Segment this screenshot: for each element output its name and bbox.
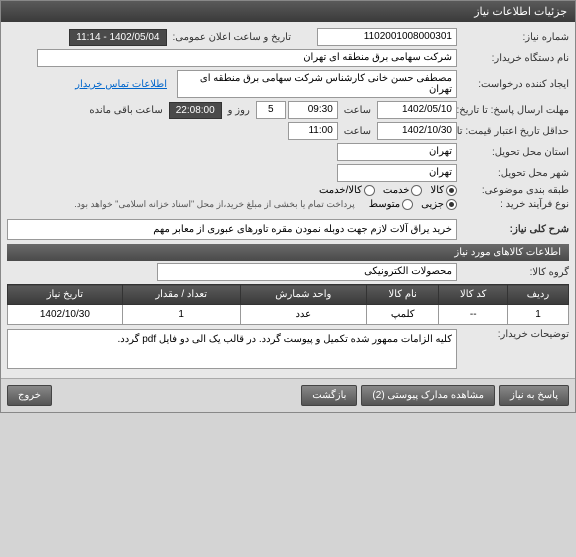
button-bar: پاسخ به نیاز مشاهده مدارک پیوستی (2) باز…: [1, 378, 575, 412]
field-goods-group: محصولات الکترونیکی: [157, 263, 457, 281]
label-valid: حداقل تاریخ اعتبار قیمت: تا تاریخ:: [459, 126, 569, 137]
field-desc: خرید یراق آلات لازم جهت دوبله نمودن مقره…: [7, 219, 457, 240]
table-cell: 1: [122, 305, 240, 325]
table-col-header: واحد شمارش: [240, 285, 366, 305]
label-need-no: شماره نیاز:: [459, 32, 569, 43]
label-goods-group: گروه کالا:: [459, 267, 569, 278]
label-time-1: ساعت: [340, 105, 375, 116]
field-valid-date: 1402/10/30: [377, 122, 457, 140]
label-deadline: مهلت ارسال پاسخ: تا تاریخ:: [459, 105, 569, 116]
field-valid-time: 11:00: [288, 122, 338, 140]
label-proc: نوع فرآیند خرید :: [459, 199, 569, 210]
table-col-header: تعداد / مقدار: [122, 285, 240, 305]
table-cell: کلمپ: [366, 305, 438, 325]
category-radio-group: کالا خدمت کالا/خدمت: [319, 185, 457, 196]
items-table: ردیفکد کالانام کالاواحد شمارشتعداد / مقد…: [7, 284, 569, 325]
table-cell: 1: [507, 305, 568, 325]
back-button[interactable]: بازگشت: [301, 385, 357, 406]
radio-option[interactable]: متوسط: [369, 199, 413, 210]
radio-dot: [446, 199, 457, 210]
label-loc: استان محل تحویل:: [459, 147, 569, 158]
label-announce: تاریخ و ساعت اعلان عمومی:: [169, 32, 296, 43]
details-window: جزئیات اطلاعات نیاز شماره نیاز: 11020010…: [0, 0, 576, 413]
reply-button[interactable]: پاسخ به نیاز: [499, 385, 569, 406]
field-need-no: 1102001008000301: [317, 28, 457, 46]
table-header-row: ردیفکد کالانام کالاواحد شمارشتعداد / مقد…: [8, 285, 569, 305]
radio-label: متوسط: [369, 199, 400, 210]
field-loc: تهران: [337, 143, 457, 161]
label-buyer-org: نام دستگاه خریدار:: [459, 53, 569, 64]
field-announce: 1402/05/04 - 11:14: [69, 29, 166, 46]
exit-button[interactable]: خروج: [7, 385, 52, 406]
table-cell: --: [439, 305, 508, 325]
table-cell: عدد: [240, 305, 366, 325]
table-col-header: نام کالا: [366, 285, 438, 305]
radio-dot: [402, 199, 413, 210]
table-col-header: کد کالا: [439, 285, 508, 305]
attachments-button[interactable]: مشاهده مدارک پیوستی (2): [361, 385, 495, 406]
table-cell: 1402/10/30: [8, 305, 123, 325]
contact-link[interactable]: اطلاعات تماس خریدار: [75, 79, 167, 90]
table-col-header: ردیف: [507, 285, 568, 305]
radio-option[interactable]: خدمت: [383, 185, 423, 196]
label-remain: ساعت باقی مانده: [85, 105, 166, 116]
radio-dot: [364, 185, 375, 196]
radio-option[interactable]: کالا/خدمت: [319, 185, 375, 196]
label-dayhour: روز و: [224, 105, 254, 116]
form-content: شماره نیاز: 1102001008000301 تاریخ و ساع…: [1, 22, 575, 378]
field-requester: مصطفی حسن خانی کارشناس شرکت سهامی برق من…: [177, 70, 457, 98]
table-body: 1--کلمپعدد11402/10/30: [8, 305, 569, 325]
field-buyer-org: شرکت سهامی برق منطقه ای تهران: [37, 49, 457, 67]
label-city: شهر محل تحویل:: [459, 168, 569, 179]
radio-option[interactable]: کالا: [430, 185, 457, 196]
label-desc: شرح کلی نیاز:: [459, 224, 569, 235]
field-deadline-date: 1402/05/10: [377, 101, 457, 119]
table-col-header: تاریخ نیاز: [8, 285, 123, 305]
radio-label: جزیی: [421, 199, 444, 210]
radio-label: کالا: [430, 185, 444, 196]
items-header: اطلاعات کالاهای مورد نیاز: [7, 244, 569, 261]
radio-label: خدمت: [383, 185, 410, 196]
radio-dot: [411, 185, 422, 196]
label-notes: توضیحات خریدار:: [459, 329, 569, 340]
radio-label: کالا/خدمت: [319, 185, 362, 196]
proc-radio-group: جزیی متوسط: [369, 199, 457, 210]
proc-note: پرداخت تمام یا بخشی از مبلغ خرید،از محل …: [74, 199, 354, 210]
radio-option[interactable]: جزیی: [421, 199, 457, 210]
table-row[interactable]: 1--کلمپعدد11402/10/30: [8, 305, 569, 325]
field-city: تهران: [337, 164, 457, 182]
field-days: 5: [256, 101, 286, 119]
field-remain: 22:08:00: [169, 102, 222, 119]
radio-dot: [446, 185, 457, 196]
label-requester: ایجاد کننده درخواست:: [459, 79, 569, 90]
label-cat: طبقه بندی موضوعی:: [459, 185, 569, 196]
field-deadline-time: 09:30: [288, 101, 338, 119]
label-time-2: ساعت: [340, 126, 375, 137]
field-notes: کلیه الزامات ممهور شده تکمیل و پیوست گرد…: [7, 329, 457, 369]
window-title: جزئیات اطلاعات نیاز: [1, 1, 575, 22]
